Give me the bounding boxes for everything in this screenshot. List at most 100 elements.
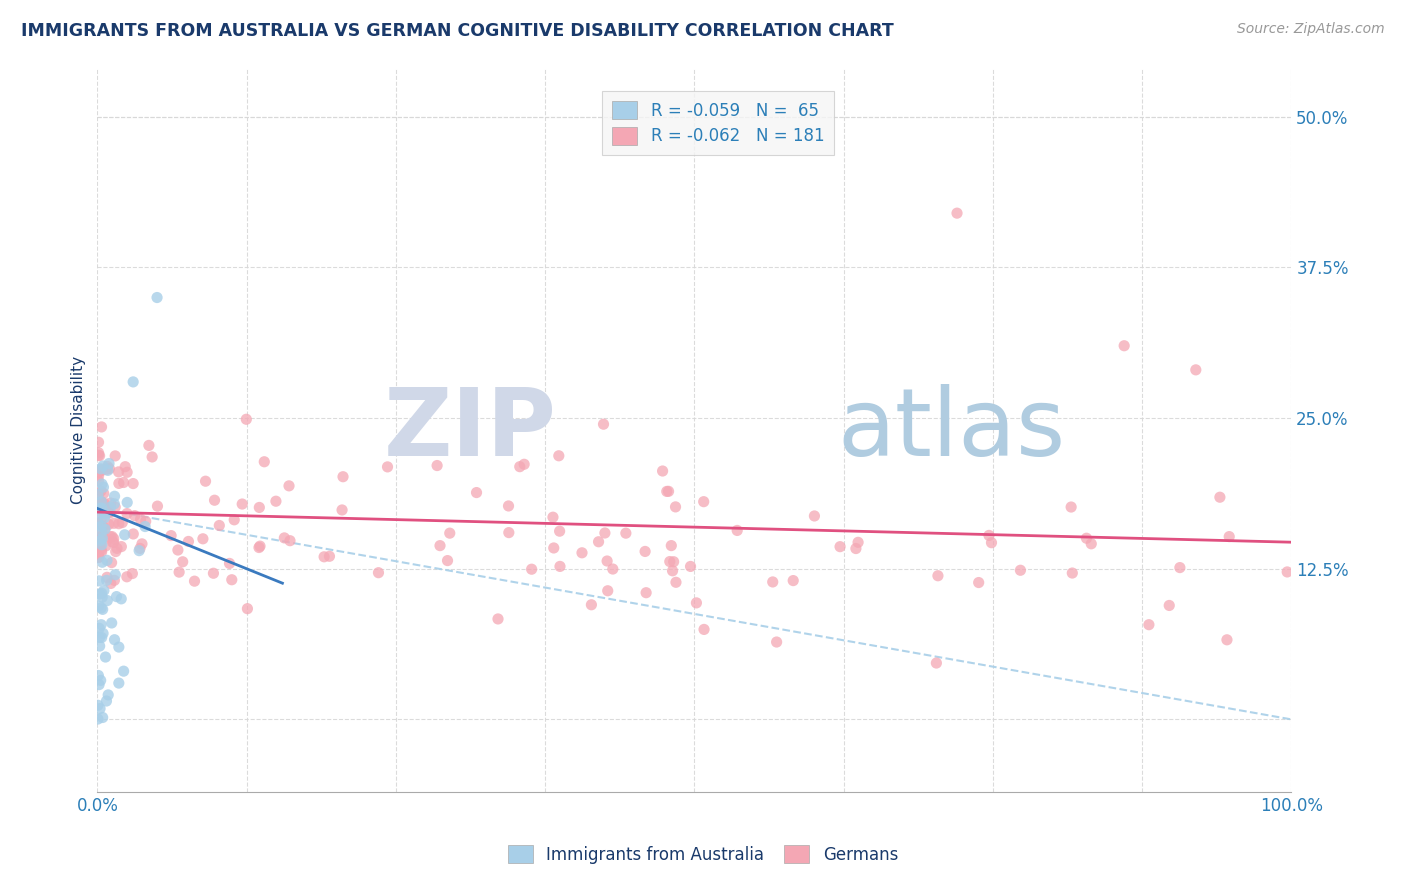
Point [146,499,169,513]
Point [121,566,143,581]
Point [98,457,121,471]
Point [112,664,135,678]
Point [90,463,112,477]
Point [90,533,112,547]
Point [107,516,129,531]
Point [1159,599,1181,613]
Point [520,562,543,576]
Point [90,494,112,508]
Point [659,539,682,553]
Point [946,206,969,220]
Point [93,480,115,494]
Point [661,564,683,578]
Point [87,550,110,565]
Point [98,461,121,475]
Point [94,507,117,521]
Point [547,449,569,463]
Point [636,585,658,599]
Point [100,556,122,570]
Point [87,487,110,501]
Point [87,698,110,713]
Point [498,499,520,513]
Point [89,587,111,601]
Point [90,484,112,499]
Point [588,534,610,549]
Point [634,544,657,558]
Point [1062,566,1084,580]
Point [1216,632,1239,647]
Point [89,631,111,645]
Point [87,712,110,726]
Text: ZIP: ZIP [384,384,557,476]
Point [91,602,114,616]
Point [548,559,571,574]
Point [115,507,138,521]
Point [104,567,127,582]
Point [89,701,111,715]
Point [658,555,681,569]
Point [105,541,128,556]
Point [679,559,702,574]
Point [1076,531,1098,545]
Point [614,526,637,541]
Point [426,458,449,473]
Point [236,601,259,615]
Point [97,688,120,702]
Point [977,528,1000,542]
Point [1137,617,1160,632]
Point [89,538,111,552]
Point [103,535,125,549]
Point [100,615,122,630]
Point [98,505,121,519]
Point [90,495,112,509]
Point [104,544,127,558]
Point [90,495,112,509]
Point [104,500,127,514]
Point [1277,565,1299,579]
Point [101,535,124,549]
Point [183,574,205,589]
Point [94,522,117,536]
Point [115,465,138,479]
Point [655,484,678,499]
Point [110,540,132,554]
Point [927,568,949,582]
Point [97,463,120,477]
Point [90,495,112,509]
Point [1185,363,1208,377]
Point [91,626,114,640]
Point [1168,560,1191,574]
Point [318,549,340,564]
Point [1218,530,1240,544]
Point [90,501,112,516]
Point [91,497,114,511]
Point [465,485,488,500]
Point [509,459,531,474]
Point [592,417,614,432]
Point [828,540,851,554]
Point [367,566,389,580]
Point [103,532,125,546]
Point [314,549,336,564]
Point [664,500,686,514]
Point [87,599,110,613]
Point [135,515,157,529]
Point [87,469,110,483]
Point [172,555,194,569]
Point [97,517,120,532]
Point [160,528,183,542]
Text: IMMIGRANTS FROM AUSTRALIA VS GERMAN COGNITIVE DISABILITY CORRELATION CHART: IMMIGRANTS FROM AUSTRALIA VS GERMAN COGN… [21,22,894,40]
Point [94,539,117,553]
Point [439,526,461,541]
Legend: Immigrants from Australia, Germans: Immigrants from Australia, Germans [502,838,904,871]
Point [90,538,112,552]
Point [91,528,114,542]
Point [167,565,190,579]
Point [93,504,115,518]
Point [596,554,619,568]
Point [91,458,114,473]
Point [571,546,593,560]
Point [90,545,112,559]
Point [846,535,869,549]
Point [122,476,145,491]
